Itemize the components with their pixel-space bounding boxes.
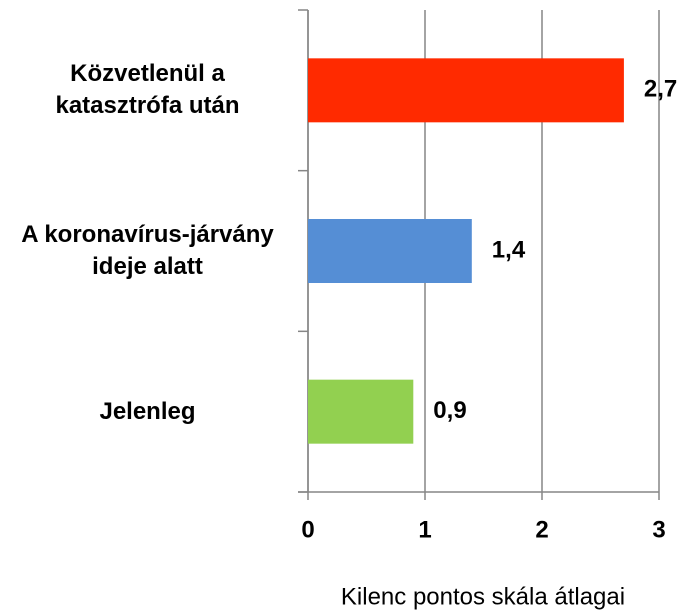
y-tick-label: Közvetlenül a katasztrófa után bbox=[55, 60, 240, 120]
value-label: 0,9 bbox=[433, 397, 466, 424]
value-label: 2,7 bbox=[644, 76, 677, 103]
x-tick-label: 3 bbox=[652, 516, 665, 543]
value-label: 1,4 bbox=[492, 236, 526, 263]
x-tick-label: 0 bbox=[301, 516, 314, 543]
y-tick-label: Jelenleg bbox=[99, 397, 196, 425]
bar bbox=[308, 379, 414, 444]
y-tick-label: A koronavírus-járvány ideje alatt bbox=[21, 221, 274, 280]
x-tick-label: 2 bbox=[535, 516, 548, 543]
x-axis-label: Kilenc pontos skála átlagai bbox=[341, 583, 625, 610]
x-tick-label: 1 bbox=[418, 516, 431, 543]
bar bbox=[308, 219, 472, 283]
bar bbox=[308, 58, 624, 123]
